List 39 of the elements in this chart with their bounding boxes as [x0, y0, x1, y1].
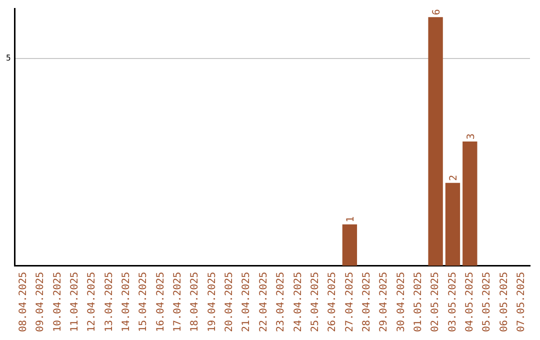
y-tick-label: 5: [6, 54, 11, 63]
x-tick-label: 21.04.2025: [241, 272, 252, 332]
x-tick-label: 08.04.2025: [18, 272, 29, 332]
x-tick-label: 10.04.2025: [52, 272, 64, 332]
bar: [462, 141, 478, 266]
x-tick-label: 22.04.2025: [258, 272, 270, 332]
x-tick-label: 30.04.2025: [396, 272, 407, 332]
x-tick-label: 15.04.2025: [138, 272, 150, 332]
x-tick-label: 24.04.2025: [292, 272, 304, 332]
x-tick-label: 18.04.2025: [190, 272, 201, 332]
x-tick-label: 12.04.2025: [86, 272, 98, 332]
x-tick-label: 16.04.2025: [155, 272, 166, 332]
x-tick-label: 09.04.2025: [35, 272, 46, 332]
bar: [342, 224, 358, 266]
bar: [445, 182, 460, 266]
x-tick-label: 03.05.2025: [447, 272, 458, 332]
x-tick-label: 02.05.2025: [430, 272, 442, 332]
x-tick-label: 14.04.2025: [121, 272, 132, 332]
x-tick-label: 06.05.2025: [498, 272, 510, 332]
x-tick-label: 13.04.2025: [104, 272, 115, 332]
x-tick-label: 20.04.2025: [224, 272, 236, 332]
x-tick-label: 28.04.2025: [361, 272, 372, 332]
data-label: 6: [432, 9, 443, 16]
x-tick-label: 05.05.2025: [482, 272, 493, 332]
data-label: 2: [448, 174, 460, 181]
x-tick-label: 25.04.2025: [310, 272, 321, 332]
x-tick-label: 29.04.2025: [378, 272, 390, 332]
x-tick-label: 01.05.2025: [412, 272, 424, 332]
x-tick-label: 17.04.2025: [172, 272, 184, 332]
bar: [428, 17, 443, 266]
x-tick-label: 07.05.2025: [516, 272, 528, 332]
x-tick-label: 27.04.2025: [344, 272, 356, 332]
x-tick-label: 23.04.2025: [276, 272, 287, 332]
x-tick-label: 26.04.2025: [327, 272, 338, 332]
data-label: 3: [466, 133, 477, 140]
x-tick-label: 11.04.2025: [70, 272, 81, 332]
x-tick-label: 04.05.2025: [464, 272, 476, 332]
data-label: 1: [346, 216, 357, 222]
x-tick-label: 19.04.2025: [206, 272, 218, 332]
